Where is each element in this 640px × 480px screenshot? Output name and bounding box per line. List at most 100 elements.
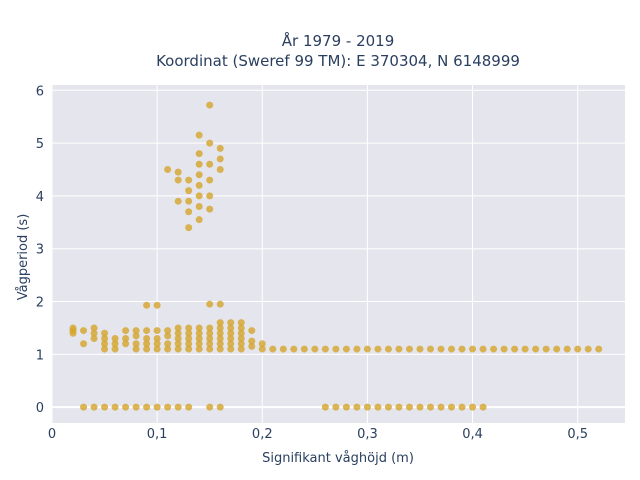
data-point bbox=[405, 345, 413, 353]
data-point bbox=[206, 300, 214, 308]
data-point bbox=[248, 327, 256, 335]
data-point bbox=[237, 345, 245, 353]
data-point bbox=[458, 403, 466, 411]
data-point bbox=[174, 335, 182, 342]
data-point bbox=[206, 403, 214, 411]
x-axis-label: Signifikant våghöjd (m) bbox=[262, 451, 414, 466]
data-point bbox=[153, 335, 161, 342]
y-tick-labels: 0 1 2 3 4 5 6 bbox=[36, 84, 44, 416]
y-tick-label: 5 bbox=[36, 137, 44, 152]
data-point bbox=[206, 160, 214, 168]
data-point bbox=[132, 340, 140, 348]
data-point bbox=[479, 403, 487, 411]
data-point bbox=[227, 324, 235, 332]
data-point bbox=[206, 324, 214, 332]
data-point bbox=[122, 340, 130, 348]
data-point bbox=[164, 403, 172, 411]
data-point bbox=[153, 327, 161, 335]
data-point bbox=[216, 300, 224, 308]
data-point bbox=[174, 324, 182, 332]
data-point bbox=[153, 301, 161, 309]
data-point bbox=[101, 345, 109, 353]
data-point bbox=[143, 340, 151, 348]
data-point bbox=[363, 403, 371, 411]
y-tick-label: 6 bbox=[36, 84, 44, 99]
data-point bbox=[174, 403, 182, 411]
data-point bbox=[111, 335, 119, 342]
data-point bbox=[216, 155, 224, 163]
data-point bbox=[216, 329, 224, 337]
data-point bbox=[216, 345, 224, 353]
data-point bbox=[237, 329, 245, 337]
data-point bbox=[132, 345, 140, 353]
data-point bbox=[405, 403, 413, 411]
data-point bbox=[227, 319, 235, 327]
data-point bbox=[206, 335, 214, 342]
data-point bbox=[248, 342, 256, 350]
data-point bbox=[122, 403, 130, 411]
data-point bbox=[458, 345, 466, 353]
data-point bbox=[511, 345, 519, 353]
data-point bbox=[532, 345, 540, 353]
data-point bbox=[248, 337, 256, 345]
data-point bbox=[206, 101, 214, 109]
data-point bbox=[332, 403, 340, 411]
data-point bbox=[101, 329, 109, 337]
chart-title-line-2: Koordinat (Sweref 99 TM): E 370304, N 61… bbox=[156, 52, 520, 70]
data-point bbox=[563, 345, 571, 353]
data-point bbox=[206, 340, 214, 348]
data-point bbox=[80, 403, 88, 411]
data-point bbox=[195, 340, 203, 348]
x-tick-label: 0,4 bbox=[462, 427, 483, 442]
data-point bbox=[426, 345, 434, 353]
data-point bbox=[80, 327, 88, 335]
data-point bbox=[143, 345, 151, 353]
y-tick-label: 1 bbox=[36, 348, 44, 363]
data-point bbox=[206, 205, 214, 213]
data-point bbox=[195, 335, 203, 342]
data-point bbox=[426, 403, 434, 411]
data-point bbox=[206, 345, 214, 353]
data-point bbox=[101, 403, 109, 411]
data-point bbox=[69, 324, 77, 332]
data-point bbox=[185, 208, 193, 216]
data-point bbox=[90, 403, 98, 411]
data-point bbox=[469, 345, 477, 353]
data-point bbox=[300, 345, 308, 353]
data-point bbox=[216, 335, 224, 342]
data-point bbox=[195, 216, 203, 224]
data-point bbox=[258, 340, 266, 348]
data-point bbox=[195, 345, 203, 353]
data-point bbox=[416, 403, 424, 411]
data-point bbox=[195, 202, 203, 210]
data-point bbox=[216, 403, 224, 411]
data-point bbox=[311, 345, 319, 353]
gridlines bbox=[51, 85, 625, 423]
data-point bbox=[132, 327, 140, 335]
data-point bbox=[416, 345, 424, 353]
data-point bbox=[490, 345, 498, 353]
data-point bbox=[174, 340, 182, 348]
data-point bbox=[237, 335, 245, 342]
data-point bbox=[164, 345, 172, 353]
y-tick-label: 0 bbox=[36, 401, 44, 416]
data-point bbox=[143, 301, 151, 309]
data-point bbox=[195, 150, 203, 158]
data-point bbox=[101, 335, 109, 342]
data-point bbox=[395, 345, 403, 353]
data-point bbox=[553, 345, 561, 353]
data-point bbox=[227, 335, 235, 342]
data-point bbox=[542, 345, 550, 353]
data-point bbox=[584, 345, 592, 353]
data-point bbox=[174, 329, 182, 337]
data-point bbox=[174, 345, 182, 353]
x-tick-label: 0 bbox=[48, 427, 56, 442]
data-point bbox=[195, 329, 203, 337]
data-point bbox=[500, 345, 508, 353]
data-point bbox=[185, 197, 193, 205]
data-point bbox=[521, 345, 529, 353]
data-point bbox=[195, 324, 203, 332]
data-point bbox=[132, 403, 140, 411]
data-point bbox=[143, 335, 151, 342]
